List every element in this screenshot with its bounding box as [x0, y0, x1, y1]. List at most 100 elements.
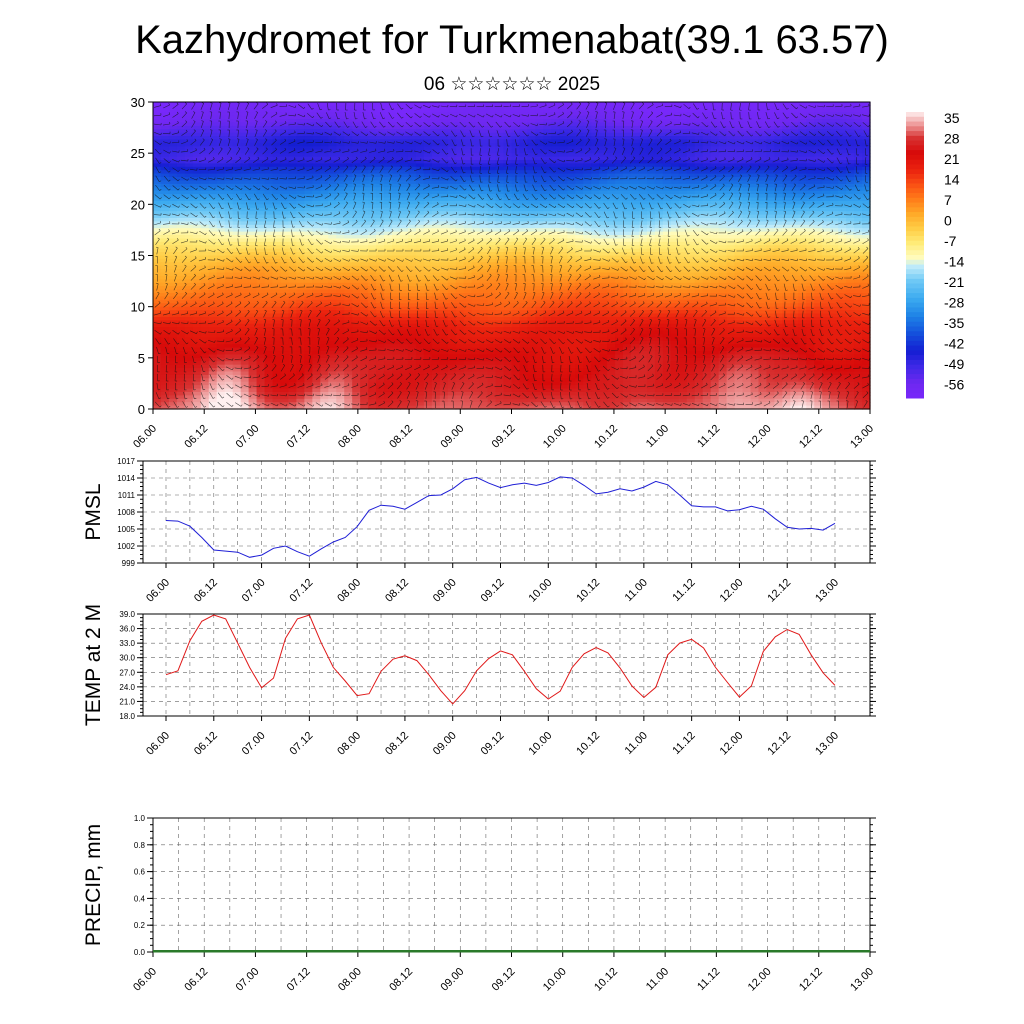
heatmap-cell: [678, 252, 688, 257]
heatmap-cell: [168, 177, 178, 182]
heatmap-cell: [431, 269, 441, 274]
heatmap-cell: [654, 153, 664, 158]
heatmap-cell: [599, 235, 608, 240]
heatmap-cell: [686, 272, 696, 277]
heatmap-cell: [264, 194, 274, 199]
heatmap-cell: [240, 197, 250, 202]
heatmap-cell: [280, 200, 290, 205]
heatmap-cell: [439, 265, 449, 270]
heatmap-cell: [862, 156, 871, 161]
heatmap-cell: [591, 108, 600, 113]
heatmap-cell: [352, 163, 361, 168]
heatmap-cell: [423, 153, 433, 158]
heatmap-cell: [607, 102, 616, 107]
heatmap-cell: [296, 214, 305, 219]
heatmap-cell: [702, 245, 712, 250]
heatmap-cell: [583, 238, 592, 243]
heatmap-cell: [790, 262, 799, 267]
heatmap-cell: [670, 286, 680, 291]
heatmap-cell: [248, 217, 258, 222]
heatmap-cell: [176, 214, 186, 219]
heatmap-cell: [352, 142, 361, 147]
heatmap-cell: [256, 190, 266, 195]
heatmap-cell: [320, 207, 329, 212]
heatmap-cell: [232, 245, 242, 250]
heatmap-cell: [670, 241, 680, 246]
heatmap-cell: [742, 286, 752, 291]
heatmap-cell: [782, 269, 791, 274]
heatmap-cell: [862, 139, 871, 144]
heatmap-cell: [846, 187, 855, 192]
heatmap-cell: [615, 132, 624, 137]
heatmap-cell: [638, 119, 648, 124]
heatmap-cell: [192, 197, 202, 202]
heatmap-cell: [806, 272, 815, 277]
heatmap-cell: [376, 180, 385, 185]
heatmap-cell: [670, 258, 680, 263]
heatmap-cell: [216, 105, 226, 110]
heatmap-cell: [176, 262, 186, 267]
heatmap-cell: [352, 272, 361, 277]
heatmap-cell: [344, 255, 353, 260]
heatmap-cell: [567, 146, 576, 151]
heatmap-cell: [431, 275, 441, 280]
heatmap-cell: [447, 282, 457, 287]
heatmap-cell: [774, 194, 783, 199]
heatmap-cell: [718, 153, 728, 158]
heatmap-cell: [607, 129, 616, 134]
heatmap-cell: [184, 265, 194, 270]
heatmap-cell: [758, 204, 768, 209]
heatmap-cell: [200, 269, 210, 274]
heatmap-cell: [431, 255, 441, 260]
heatmap-cell: [384, 105, 393, 110]
heatmap-cell: [232, 194, 242, 199]
heatmap-cell: [551, 125, 560, 130]
heatmap-cell: [702, 235, 712, 240]
heatmap-cell: [631, 166, 640, 171]
heatmap-cell: [264, 211, 274, 216]
heatmap-cell: [734, 207, 744, 212]
heatmap-cell: [368, 255, 377, 260]
heatmap-cell: [702, 262, 712, 267]
heatmap-cell: [535, 238, 544, 243]
heatmap-cell: [686, 200, 696, 205]
heatmap-cell: [320, 289, 329, 294]
heatmap-cell: [559, 132, 568, 137]
heatmap-cell: [710, 265, 720, 270]
heatmap-cell: [702, 238, 712, 243]
heatmap-cell: [192, 265, 202, 270]
heatmap-cell: [607, 112, 616, 117]
heatmap-cell: [854, 228, 863, 233]
heatmap-cell: [623, 286, 632, 291]
heatmap-cell: [575, 275, 584, 280]
heatmap-cell: [814, 275, 823, 280]
heatmap-cell: [399, 275, 409, 280]
heatmap-cell: [838, 119, 847, 124]
heatmap-cell: [216, 204, 226, 209]
heatmap-cell: [806, 238, 815, 243]
heatmap-cell: [256, 224, 266, 229]
heatmap-cell: [710, 228, 720, 233]
heatmap-cell: [750, 170, 760, 175]
heatmap-cell: [822, 197, 831, 202]
heatmap-cell: [734, 235, 744, 240]
heatmap-cell: [384, 269, 393, 274]
heatmap-cell: [232, 108, 242, 113]
heatmap-cell: [153, 156, 162, 161]
heatmap-cell: [160, 187, 170, 192]
heatmap-cell: [559, 217, 568, 222]
heatmap-cell: [782, 136, 791, 141]
heatmap-cell: [176, 112, 186, 117]
heatmap-cell: [527, 207, 536, 212]
heatmap-cell: [575, 132, 584, 137]
heatmap-cell: [583, 224, 592, 229]
heatmap-cell: [511, 238, 521, 243]
heatmap-cell: [774, 221, 783, 226]
heatmap-cell: [312, 272, 321, 277]
heatmap-cell: [678, 200, 688, 205]
heatmap-cell: [646, 197, 656, 202]
heatmap-cell: [200, 258, 210, 263]
heatmap-cell: [160, 224, 170, 229]
heatmap-cell: [766, 136, 775, 141]
heatmap-cell: [758, 102, 768, 107]
